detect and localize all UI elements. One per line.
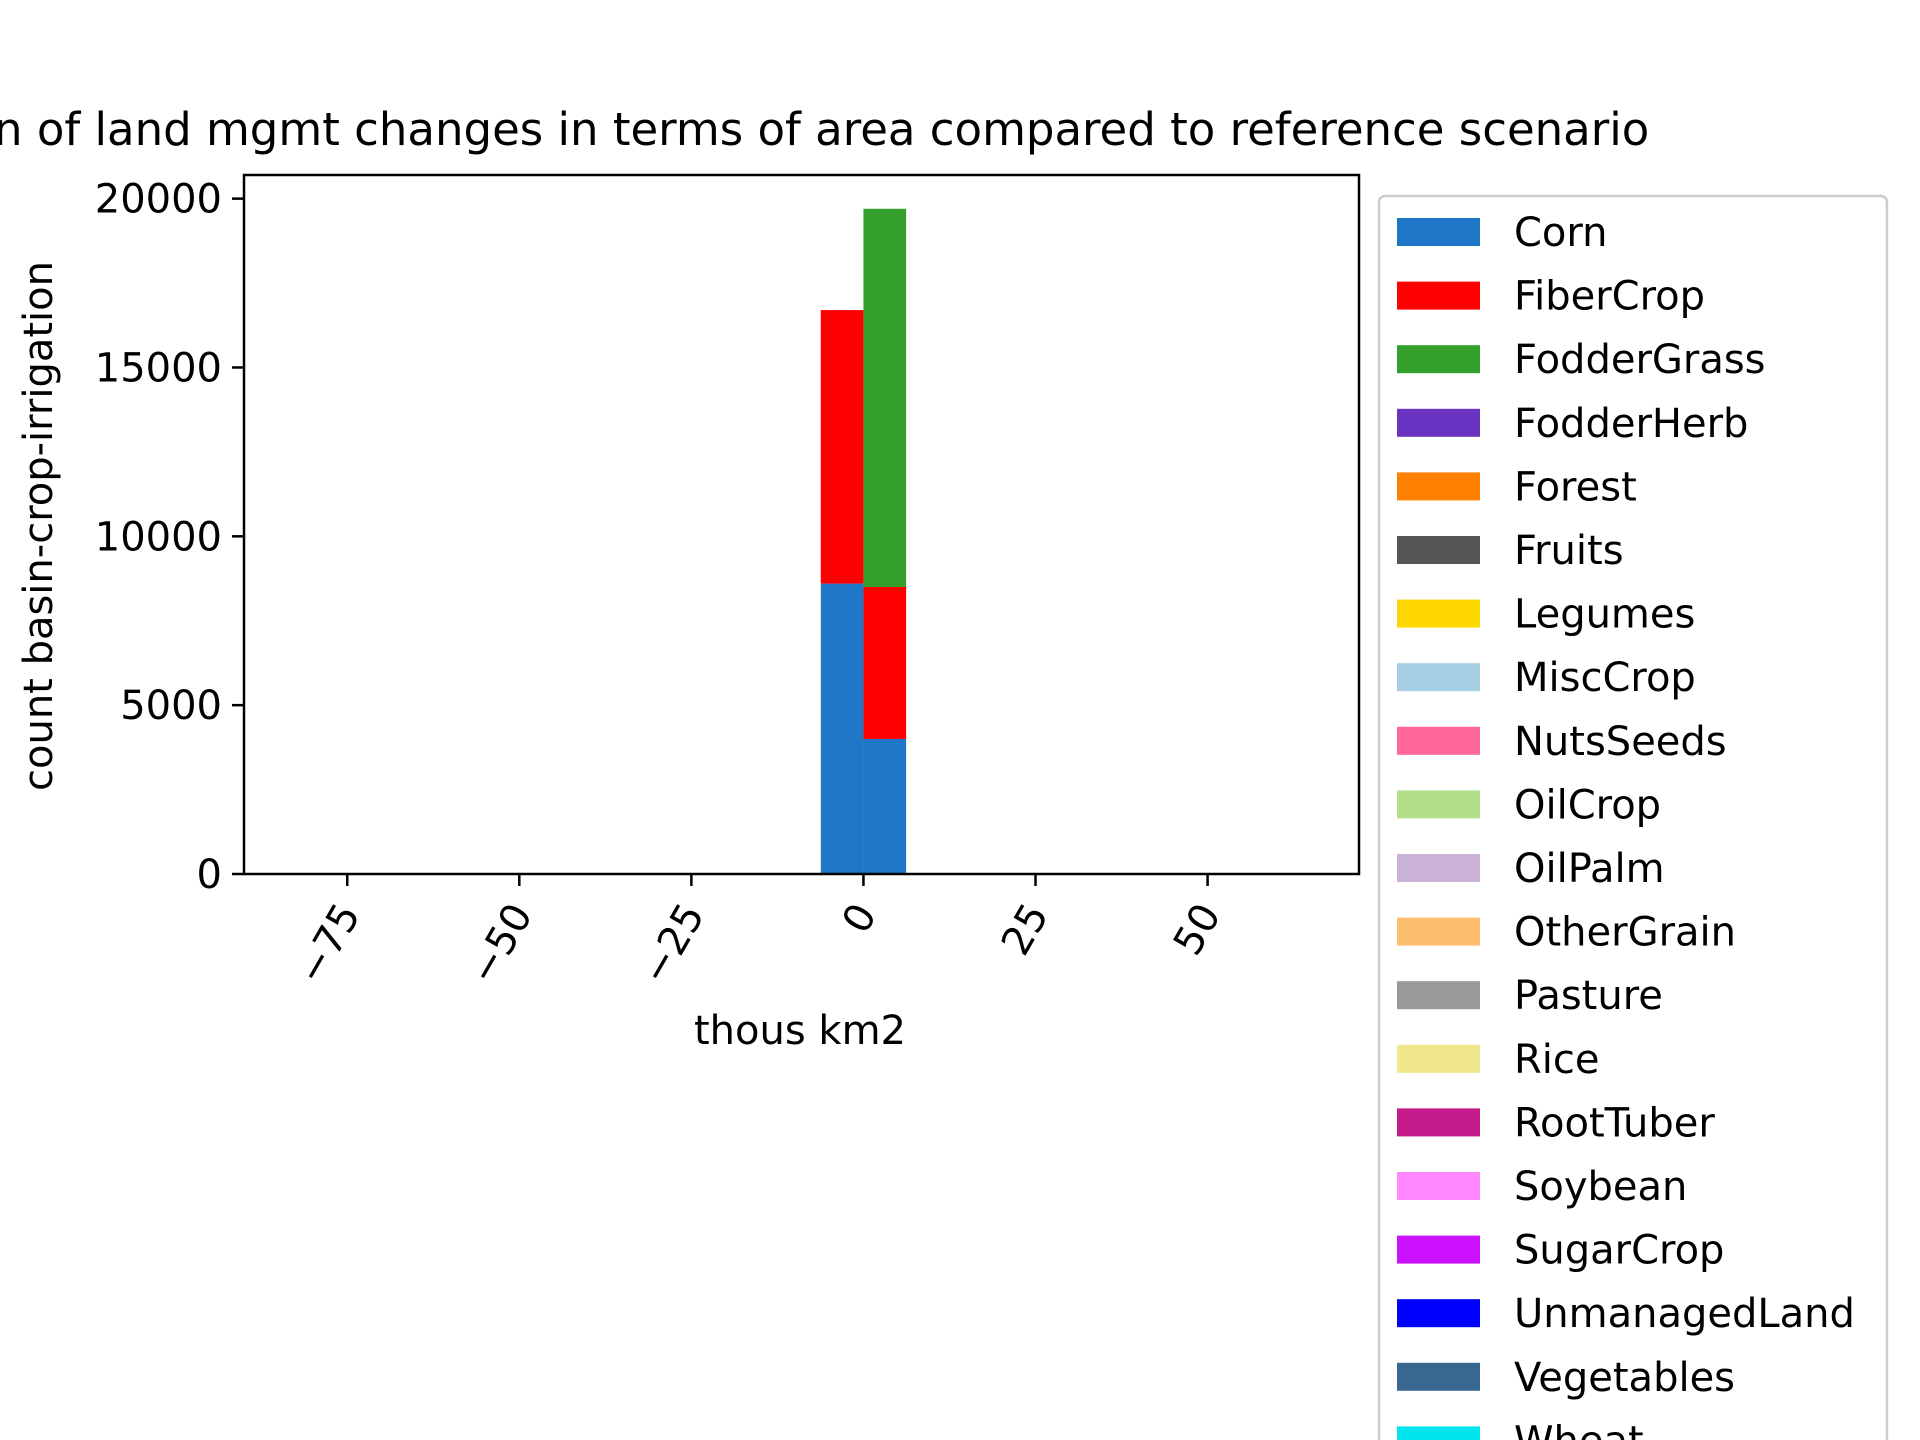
legend-swatch-soybean [1397, 1172, 1480, 1200]
bar-foddergrass-bin-2 [863, 208, 907, 587]
bar-fibercrop-bin-1 [820, 310, 864, 584]
legend-swatch-sugarcrop [1397, 1235, 1480, 1264]
x-tick-label: 25 [993, 896, 1058, 963]
y-axis-label: count basin-crop-irrigation [16, 261, 62, 791]
legend-swatch-fibercrop [1397, 281, 1480, 310]
legend-label-fibercrop: FiberCrop [1514, 274, 1705, 320]
y-tick-label: 15000 [95, 345, 222, 391]
legend-swatch-nutsseeds [1397, 726, 1480, 755]
legend-swatch-vegetables [1397, 1362, 1480, 1391]
y-tick-label: 0 [197, 852, 222, 898]
legend-swatch-othergrain [1397, 917, 1480, 946]
x-tick-label: 0 [834, 896, 887, 941]
legend-label-legumes: Legumes [1514, 592, 1695, 638]
plot-frame [242, 173, 1361, 876]
legend-swatch-fodderherb [1397, 408, 1480, 437]
bar-fibercrop-bin-2 [863, 586, 907, 739]
plot-background [244, 175, 1359, 874]
x-axis: −75 −50 −25 0 25 50 [288, 874, 1230, 992]
legend-swatch-misccrop [1397, 663, 1480, 692]
legend-swatch-oilcrop [1397, 790, 1480, 819]
legend: Corn FiberCrop FodderGrass FodderHerb Forest… [1377, 194, 1889, 1440]
legend-label-vegetables: Vegetables [1514, 1355, 1735, 1401]
legend-swatch-fruits [1397, 536, 1480, 564]
legend-label-misccrop: MiscCrop [1514, 655, 1696, 701]
chart-title: n of land mgmt changes in terms of area … [0, 103, 1649, 156]
legend-swatch-pasture [1397, 981, 1480, 1010]
legend-label-oilcrop: OilCrop [1514, 782, 1661, 828]
legend-label-wheat: Wheat [1514, 1418, 1644, 1440]
legend-label-nutsseeds: NutsSeeds [1514, 719, 1727, 765]
legend-label-rice: Rice [1514, 1037, 1600, 1083]
legend-swatch-roottuber [1397, 1108, 1480, 1137]
x-tick-label: −75 [288, 896, 370, 992]
legend-swatch-wheat [1397, 1426, 1480, 1440]
legend-label-pasture: Pasture [1514, 973, 1663, 1019]
legend-swatch-corn [1397, 218, 1480, 246]
bar-corn-bin-2 [863, 738, 907, 874]
legend-label-forest: Forest [1514, 464, 1637, 510]
plot-area [244, 175, 1359, 874]
y-tick-label: 10000 [95, 514, 222, 560]
x-tick-label: 50 [1165, 896, 1230, 963]
legend-swatch-oilpalm [1397, 854, 1480, 882]
legend-label-unmanagedland: UnmanagedLand [1514, 1291, 1855, 1337]
y-tick-label: 20000 [95, 177, 222, 223]
y-tick-label: 5000 [120, 683, 222, 729]
legend-label-sugarcrop: SugarCrop [1514, 1228, 1724, 1274]
legend-label-oilpalm: OilPalm [1514, 846, 1665, 892]
x-axis-label: thous km2 [694, 1008, 906, 1054]
legend-label-soybean: Soybean [1514, 1164, 1687, 1210]
legend-swatch-foddergrass [1397, 345, 1480, 374]
legend-label-foddergrass: FodderGrass [1514, 337, 1766, 383]
legend-swatch-forest [1397, 472, 1480, 501]
legend-label-fruits: Fruits [1514, 528, 1624, 574]
legend-swatch-rice [1397, 1044, 1480, 1073]
bars [820, 208, 907, 874]
legend-label-roottuber: RootTuber [1514, 1100, 1715, 1146]
legend-items: Corn FiberCrop FodderGrass FodderHerb Forest… [1397, 210, 1855, 1440]
legend-frame [1377, 194, 1889, 1440]
x-tick-label: −50 [460, 896, 542, 992]
legend-label-corn: Corn [1514, 210, 1608, 256]
bar-corn-bin-1 [820, 583, 864, 874]
y-axis: 0 5000 10000 15000 20000 [95, 177, 244, 898]
legend-label-othergrain: OtherGrain [1514, 910, 1736, 956]
x-tick-label: −25 [632, 896, 714, 992]
legend-swatch-unmanagedland [1397, 1299, 1480, 1328]
legend-swatch-legumes [1397, 599, 1480, 628]
legend-label-fodderherb: FodderHerb [1514, 401, 1748, 447]
